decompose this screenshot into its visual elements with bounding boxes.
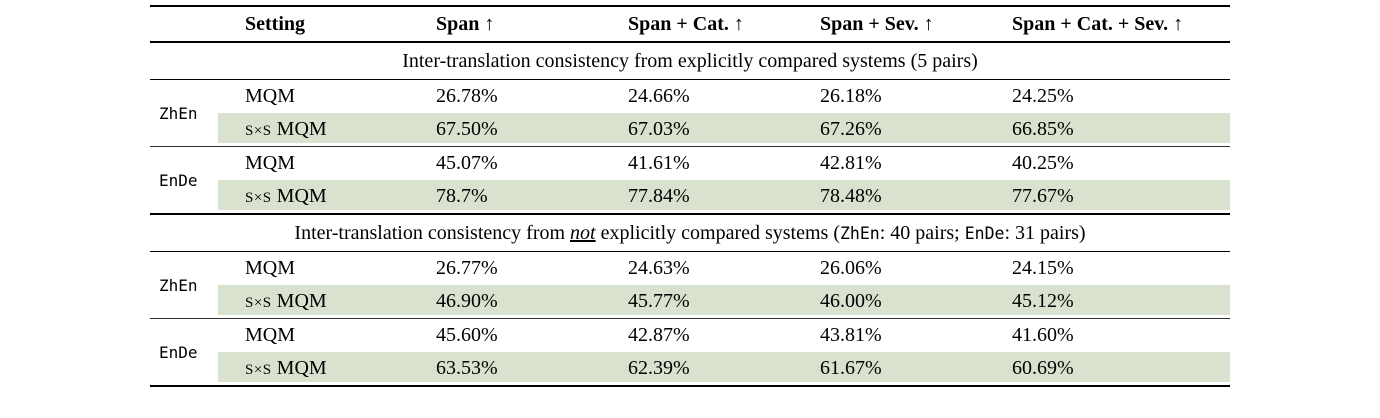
sxs-abbrev: S×S: [245, 123, 272, 139]
value-cell: 78.7%: [436, 180, 628, 214]
sxs-suffix: MQM: [271, 290, 327, 312]
setting-label: S×S MQM: [218, 352, 436, 386]
value-cell: 60.69%: [1012, 352, 1230, 386]
value-cell: 67.50%: [436, 113, 628, 147]
lang-label: EnDe: [150, 318, 218, 386]
section-title: Inter-translation consistency from expli…: [150, 42, 1230, 80]
column-header-setting: Setting: [218, 6, 436, 43]
value-cell: 45.07%: [436, 146, 628, 180]
lang-label: ZhEn: [159, 275, 198, 295]
value-cell: 62.39%: [628, 352, 820, 386]
setting-label: S×S MQM: [218, 285, 436, 319]
section-title: Inter-translation consistency from not e…: [150, 213, 1230, 252]
value-cell: 24.15%: [1012, 257, 1074, 279]
value-cell: 26.78%: [436, 85, 498, 107]
setting-label: MQM: [218, 318, 436, 352]
sxs-abbrev: S×S: [245, 295, 272, 311]
value-cell: 77.67%: [1012, 180, 1230, 214]
value-cell: 63.53%: [436, 352, 628, 386]
column-header-empty: [150, 6, 218, 43]
section-title-mid: explicitly compared systems (: [595, 221, 840, 244]
value-cell: 24.63%: [628, 257, 690, 279]
lang-inline-ende: EnDe: [964, 223, 1005, 243]
sxs-suffix: MQM: [271, 185, 327, 207]
value-cell: 45.77%: [628, 285, 820, 319]
table-row-highlighted: S×S MQM 63.53% 62.39% 61.67% 60.69%: [150, 352, 1230, 386]
table-row-highlighted: S×S MQM 67.50% 67.03% 67.26% 66.85%: [150, 113, 1230, 147]
value-cell: 41.61%: [628, 146, 820, 180]
column-header-span: Span ↑: [436, 6, 628, 43]
sxs-suffix: MQM: [271, 118, 327, 140]
results-table-container: Setting Span ↑ Span + Cat. ↑ Span + Sev.…: [150, 5, 1230, 387]
value-cell: 26.06%: [820, 257, 882, 279]
value-cell: 77.84%: [628, 180, 820, 214]
table-row: EnDe MQM 45.07% 41.61% 42.81% 40.25%: [150, 146, 1230, 214]
sxs-suffix: MQM: [271, 357, 327, 379]
value-cell: 24.25%: [1012, 85, 1074, 107]
sxs-abbrev: S×S: [245, 190, 272, 206]
value-cell: 67.03%: [628, 113, 820, 147]
results-table: Setting Span ↑ Span + Cat. ↑ Span + Sev.…: [150, 5, 1230, 387]
section-title-pre: Inter-translation consistency from: [294, 221, 571, 244]
section-title-mid2: : 40 pairs;: [879, 221, 965, 244]
value-cell: 46.00%: [820, 285, 1012, 319]
lang-inline-zhen: ZhEn: [839, 223, 880, 243]
section-header-explicit: Inter-translation consistency from expli…: [150, 42, 1230, 80]
section-title-post: : 31 pairs): [1004, 221, 1086, 244]
value-cell: 67.26%: [820, 113, 1012, 147]
setting-label: MQM: [218, 146, 436, 180]
lang-label: EnDe: [150, 146, 218, 214]
table-row: ZhEn MQM 26.77% 24.63% 26.06% 24.15%: [150, 252, 1230, 295]
value-cell: 42.87%: [628, 318, 820, 352]
value-cell: 41.60%: [1012, 318, 1230, 352]
value-cell: 24.66%: [628, 85, 690, 107]
table-row: EnDe MQM 45.60% 42.87% 43.81% 41.60%: [150, 318, 1230, 386]
sxs-abbrev: S×S: [245, 362, 272, 378]
lang-label: ZhEn: [159, 103, 198, 123]
table-row: ZhEn MQM 26.78% 24.66% 26.18% 24.25%: [150, 80, 1230, 123]
value-cell: 45.12%: [1012, 285, 1230, 319]
value-cell: 26.77%: [436, 257, 498, 279]
column-header-span-cat-sev: Span + Cat. + Sev. ↑: [1012, 6, 1230, 43]
section-title-emph: not: [570, 221, 596, 244]
value-cell: 61.67%: [820, 352, 1012, 386]
value-cell: 26.18%: [820, 85, 882, 107]
setting-label: MQM: [245, 85, 296, 107]
setting-label: S×S MQM: [218, 113, 436, 147]
setting-label: MQM: [245, 257, 296, 279]
table-row-highlighted: S×S MQM 46.90% 45.77% 46.00% 45.12%: [150, 285, 1230, 319]
value-cell: 78.48%: [820, 180, 1012, 214]
value-cell: 42.81%: [820, 146, 1012, 180]
value-cell: 66.85%: [1012, 113, 1230, 147]
table-row-highlighted: S×S MQM 78.7% 77.84% 78.48% 77.67%: [150, 180, 1230, 214]
value-cell: 40.25%: [1012, 146, 1230, 180]
column-header-span-sev: Span + Sev. ↑: [820, 6, 1012, 43]
column-header-span-cat: Span + Cat. ↑: [628, 6, 820, 43]
header-row: Setting Span ↑ Span + Cat. ↑ Span + Sev.…: [150, 6, 1230, 43]
value-cell: 45.60%: [436, 318, 628, 352]
value-cell: 46.90%: [436, 285, 628, 319]
setting-label: S×S MQM: [218, 180, 436, 214]
section-header-not-explicit: Inter-translation consistency from not e…: [150, 213, 1230, 252]
value-cell: 43.81%: [820, 318, 1012, 352]
